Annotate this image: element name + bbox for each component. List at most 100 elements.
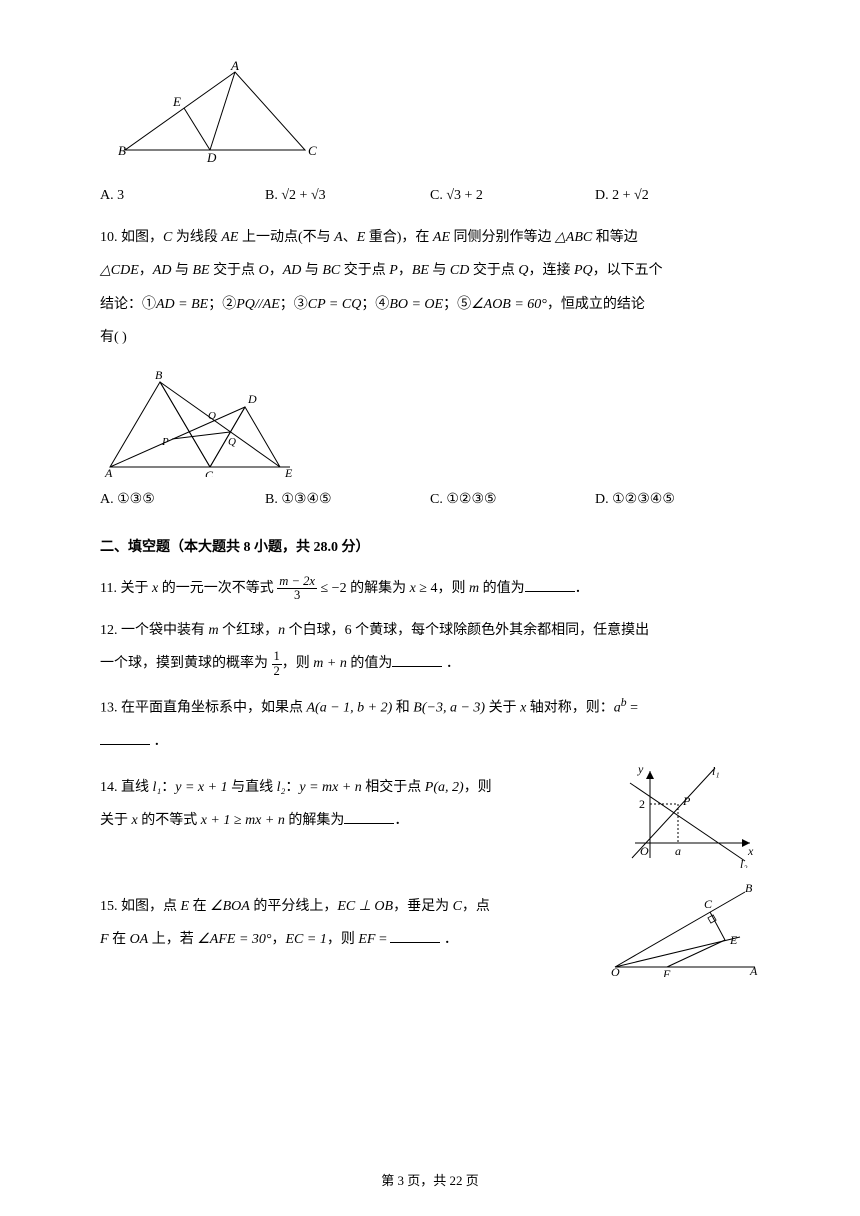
q11-t: ． <box>575 581 589 596</box>
q12-fnum: 1 <box>272 650 282 665</box>
q13-t: = <box>627 701 638 716</box>
q14-blank <box>344 812 394 825</box>
q15-v: EC ⊥ OB <box>337 899 393 914</box>
q11-t: ≥ 4，则 <box>416 581 469 596</box>
q15-v: OA <box>130 932 149 947</box>
q10-l3: ；④ <box>361 297 389 312</box>
q15-t: 如图，点 <box>118 899 181 914</box>
q10-var: △ABC <box>555 230 592 245</box>
svg-text:2: 2 <box>639 797 645 811</box>
q11-den: 3 <box>277 589 317 603</box>
svg-text:B: B <box>745 882 753 895</box>
q14-num: 14. <box>100 780 118 795</box>
q15-v: ∠AFE = 30° <box>197 932 271 947</box>
q10-t4: 、 <box>343 230 357 245</box>
q13-t: 轴对称，则： <box>526 701 614 716</box>
q15-num: 15. <box>100 899 118 914</box>
q10-l2: 交于点 <box>210 263 259 278</box>
q14-t: ： <box>161 780 175 795</box>
q10-var: CP = CQ <box>308 297 362 312</box>
q15-v: EC = 1 <box>286 932 327 947</box>
q12-t: 一个球，摸到黄球的概率为 <box>100 656 272 671</box>
q12: 12. 一个袋中装有 m 个红球，n 个白球，6 个黄球，每个球除颜色外其余都相… <box>100 614 760 681</box>
svg-text:B: B <box>118 143 126 158</box>
svg-text:P: P <box>682 794 691 808</box>
q15-v: EF <box>358 932 375 947</box>
q14-v: y = mx + n <box>299 780 361 795</box>
q10-l4: 有( ) <box>100 330 127 345</box>
q15-v: ∠BOA <box>210 899 250 914</box>
q13-num: 13. <box>100 701 118 716</box>
q13-t: ． <box>150 734 168 749</box>
q12-t: 个白球，6 个黄球，每个球除颜色外其余都相同，任意摸出 <box>285 623 649 638</box>
q15-t: 的平分线上， <box>250 899 338 914</box>
q9-opt-d: D. 2 + √2 <box>595 179 760 213</box>
q10-var: Q <box>518 263 528 278</box>
q10-t6: 同侧分别作等边 <box>450 230 555 245</box>
svg-text:A: A <box>104 466 113 477</box>
q15: 15. 如图，点 E 在 ∠BOA 的平分线上，EC ⊥ OB，垂足为 C，点 … <box>100 882 760 977</box>
q10-l3: 结论：① <box>100 297 156 312</box>
svg-text:B: B <box>155 368 163 382</box>
q11-t: 的一元一次不等式 <box>158 581 277 596</box>
q12-t: 个红球， <box>219 623 279 638</box>
q10-var: AD <box>283 263 302 278</box>
q11-v: m <box>469 581 479 596</box>
q10-l2: 与 <box>429 263 450 278</box>
q12-fden: 2 <box>272 665 282 679</box>
q10-var: AE <box>433 230 450 245</box>
footer-t: 页 <box>463 1173 479 1188</box>
q10-l2: 与 <box>301 263 322 278</box>
svg-text:O: O <box>208 410 216 422</box>
q10-l3: ；⑤ <box>443 297 471 312</box>
svg-text:O: O <box>640 844 649 858</box>
q14-t: 相交于点 <box>362 780 425 795</box>
svg-text:D: D <box>206 150 217 165</box>
q13-v: a <box>614 701 621 716</box>
q13-v: B(−3, a − 3) <box>413 701 485 716</box>
q10-var: BC <box>322 263 340 278</box>
q11: 11. 关于 x 的一元一次不等式 m − 2x3 ≤ −2 的解集为 x ≥ … <box>100 572 760 606</box>
svg-text:F: F <box>662 967 671 977</box>
svg-text:A: A <box>749 964 758 977</box>
q10-opt-b: B. ①③④⑤ <box>265 483 430 517</box>
q10-t1: 如图， <box>118 230 164 245</box>
svg-text:C: C <box>308 143 317 158</box>
q10-var: O <box>259 263 269 278</box>
q14-v: l₁ <box>153 780 162 795</box>
q10-l2: ， <box>269 263 283 278</box>
svg-text:A: A <box>230 60 239 73</box>
q10-svg: A B C D E O P Q <box>100 367 300 477</box>
q10-var: AD <box>153 263 172 278</box>
q10-l2: ， <box>139 263 153 278</box>
q10-text: 10. 如图，C 为线段 AE 上一动点(不与 A、E 重合)，在 AE 同侧分… <box>100 221 760 355</box>
svg-text:y: y <box>637 763 644 776</box>
svg-text:a: a <box>675 844 681 858</box>
q10-var: AE <box>221 230 238 245</box>
q10-var: C <box>163 230 172 245</box>
q10-var: BO = OE <box>389 297 443 312</box>
q10-var: ∠AOB = 60° <box>471 297 547 312</box>
q14-v: y = x + 1 <box>175 780 227 795</box>
q14-t: 直线 <box>118 780 153 795</box>
q12-blank <box>392 655 442 668</box>
svg-text:P: P <box>161 436 169 448</box>
q10-l2: ，以下五个 <box>593 263 663 278</box>
q10-l2: ， <box>398 263 412 278</box>
q10-t3: 上一动点(不与 <box>238 230 334 245</box>
q11-num: 11. <box>100 581 117 596</box>
q10-l2: 与 <box>171 263 192 278</box>
q10-l2: ，连接 <box>529 263 575 278</box>
svg-text:l₁: l₁ <box>712 764 720 778</box>
q10-l2: 交于点 <box>340 263 389 278</box>
q11-t: 关于 <box>117 581 152 596</box>
q10-figure: A B C D E O P Q <box>100 367 760 477</box>
svg-text:E: E <box>172 94 181 109</box>
q10-var: CD <box>450 263 469 278</box>
q15-t: 在 <box>109 932 130 947</box>
q14-v: x + 1 ≥ mx + n <box>201 813 285 828</box>
q11-t: 的值为 <box>479 581 525 596</box>
q14: 14. 直线 l₁：y = x + 1 与直线 l₂：y = mx + n 相交… <box>100 763 760 868</box>
svg-text:C: C <box>704 897 713 911</box>
q14-t: 关于 <box>100 813 132 828</box>
